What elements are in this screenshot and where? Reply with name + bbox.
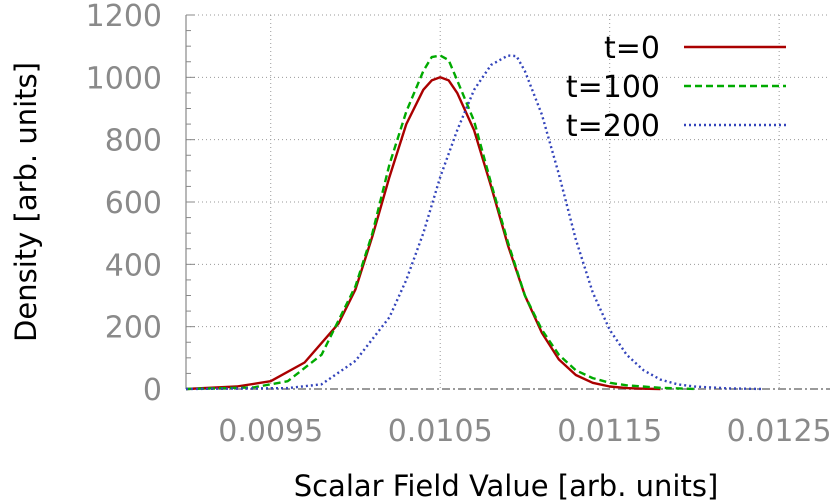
- y-tick-label: 1200: [86, 0, 162, 34]
- series-line-1: [185, 76, 661, 391]
- x-tick-label: 0.0115: [557, 414, 662, 449]
- x-tick-label: 0.0105: [388, 414, 493, 449]
- legend: t=0 t=100 t=200: [566, 31, 786, 144]
- x-tick-label: 0.0095: [218, 414, 323, 449]
- axes: [185, 14, 830, 390]
- y-tick-label: 400: [105, 248, 162, 283]
- tick-labels: 0 200 400 600 800 1000 1200 0.0095 0.0105 0.0115 0…: [86, 0, 830, 449]
- y-axis-title: Density [arb. units]: [9, 62, 43, 342]
- legend-label-3: t=200: [566, 109, 660, 144]
- x-tick-label: 0.0125: [727, 414, 830, 449]
- legend-label-2: t=100: [566, 70, 660, 105]
- series-line-2: [185, 54, 695, 391]
- series-line-3: [185, 54, 763, 391]
- grid-lines: [186, 14, 830, 389]
- y-tick-label: 600: [105, 186, 162, 221]
- y-tick-label: 0: [143, 373, 162, 408]
- y-tick-label: 1000: [86, 61, 162, 96]
- data-series: [185, 54, 763, 391]
- y-tick-label: 800: [105, 124, 162, 159]
- legend-label-1: t=0: [604, 31, 660, 66]
- x-axis-title: Scalar Field Value [arb. units]: [294, 469, 719, 503]
- y-tick-label: 200: [105, 311, 162, 346]
